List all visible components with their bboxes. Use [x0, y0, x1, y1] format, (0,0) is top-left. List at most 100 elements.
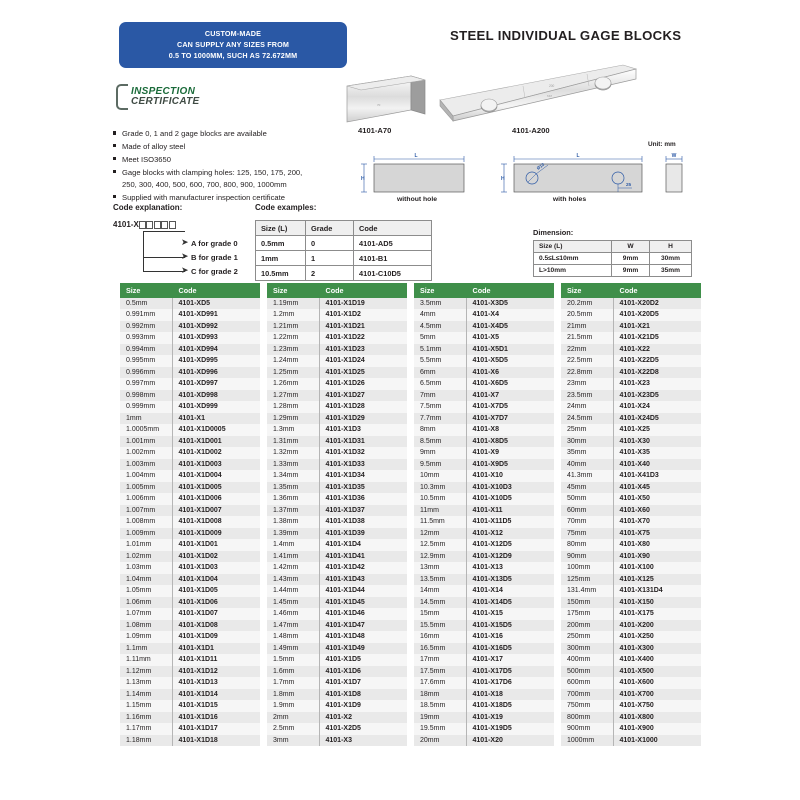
table-row: 12mm 4101-X12 [414, 527, 554, 540]
cell-size: 0.991mm [120, 309, 172, 321]
cell-size: 10.5mm [255, 265, 306, 281]
col-header-size: Size [267, 283, 319, 298]
table-row: 0.994mm 4101-XD994 [120, 343, 260, 356]
cell-size: 3mm [267, 734, 319, 747]
cell-size: 23.5mm [561, 389, 613, 402]
arrow-line [143, 257, 185, 258]
cell-code: 4101-X1D46 [318, 608, 407, 620]
table-row: 17mm 4101-X17 [414, 654, 554, 666]
cell-code: 4101-X75 [612, 527, 701, 540]
table-row: 8.5mm 4101-X8D5 [414, 435, 554, 448]
cell-size: 1.004mm [120, 470, 172, 482]
cell-code: 4101-X25 [612, 424, 701, 436]
cell-size: 17.5mm [414, 665, 466, 678]
cell-code: 4101-X1D009 [171, 527, 260, 540]
cell-code: 4101-X1D42 [318, 562, 407, 574]
table-row: 1.005mm 4101-X1D005 [120, 481, 260, 494]
cell-size: 1.08mm [120, 619, 172, 632]
cell-size: 500mm [561, 665, 613, 678]
cell-size: 900mm [561, 723, 613, 735]
cell-code: 4101-X1D38 [318, 516, 407, 528]
cell-size: 1.38mm [267, 516, 319, 528]
cell-code: 4101-X70 [612, 516, 701, 528]
cell-size: 700mm [561, 688, 613, 701]
table-row: 1.7mm 4101-X1D7 [267, 677, 407, 689]
table-row: 75mm 4101-X75 [561, 527, 701, 540]
cell-size: 1.17mm [120, 723, 172, 735]
cell-code: 4101-XD994 [171, 343, 260, 356]
table-row: 1.02mm 4101-X1D02 [120, 550, 260, 563]
cell-size: 1.21mm [267, 320, 319, 333]
code-legend-arrows: ➤ ➤ ➤ A for grade 0 B for grade 1 C for … [113, 231, 253, 277]
table-row: 22.8mm 4101-X22D8 [561, 366, 701, 379]
dimension-table: Size (L) W H 0.5≤L≤10mm 9mm 30mm L>10mm … [533, 240, 692, 277]
cell-code: 4101-X4D5 [465, 320, 554, 333]
cell-code: 4101-X1D4 [318, 539, 407, 551]
list-item: Grade 0, 1 and 2 gage blocks are availab… [113, 128, 363, 140]
cell-code: 4101-X22D5 [612, 355, 701, 367]
table-row: 10.5mm 4101-X10D5 [414, 493, 554, 505]
table-row: 1.29mm 4101-X1D29 [267, 412, 407, 425]
cell-code: 4101-XD997 [171, 378, 260, 390]
cell-grade: 0 [305, 235, 354, 251]
drawing-side-view-width: W [665, 153, 683, 193]
cell-code: 4101-X1D27 [318, 389, 407, 402]
cell-h: 35mm [649, 264, 692, 277]
col-header-size: Size (L) [533, 240, 612, 253]
table-row: 200mm 4101-X200 [561, 619, 701, 632]
table-row: 600mm 4101-X600 [561, 677, 701, 689]
cell-code: 4101-X13 [465, 562, 554, 574]
cell-size: 0.996mm [120, 366, 172, 379]
table-row: 1.9mm 4101-X1D9 [267, 700, 407, 712]
cell-code: 4101-X12D5 [465, 539, 554, 551]
table-row: 4mm 4101-X4 [414, 309, 554, 321]
svg-text:MM: MM [547, 94, 552, 98]
table-row: 0.5≤L≤10mm 9mm 30mm [533, 252, 692, 265]
cell-code: 4101-X1D37 [318, 504, 407, 517]
table-row: 12.9mm 4101-X12D9 [414, 550, 554, 563]
cell-size: 35mm [561, 447, 613, 459]
cell-size: 14.5mm [414, 596, 466, 609]
col-header-code: Code [465, 283, 554, 298]
cell-code: 4101-X1000 [612, 734, 701, 747]
table-row: 1.1mm 4101-X1D1 [120, 642, 260, 655]
cell-code: 4101-X1D28 [318, 401, 407, 413]
table-row: 1.47mm 4101-X1D47 [267, 619, 407, 632]
table-row: 0.5mm 4101-XD5 [120, 297, 260, 310]
cell-code: 4101-XD999 [171, 401, 260, 413]
cell-size: 1.14mm [120, 688, 172, 701]
cell-size: 1.002mm [120, 447, 172, 459]
cell-size: 12.9mm [414, 550, 466, 563]
arrow-head-icon: ➤ [181, 251, 189, 261]
cell-size: 1.02mm [120, 550, 172, 563]
table-row: 1.14mm 4101-X1D14 [120, 688, 260, 701]
cell-size: 23mm [561, 378, 613, 390]
cell-size: 0.999mm [120, 401, 172, 413]
cell-size: 19mm [414, 711, 466, 724]
cell-code: 4101-X1D19 [318, 297, 407, 310]
table-row: 1.2mm 4101-X1D2 [267, 309, 407, 321]
cell-code: 4101-X1D35 [318, 481, 407, 494]
cell-code: 4101-X1D24 [318, 355, 407, 367]
cell-size: 1.8mm [267, 688, 319, 701]
cell-code: 4101-X750 [612, 700, 701, 712]
table-row: 1.37mm 4101-X1D37 [267, 504, 407, 517]
table-row: 19.5mm 4101-X19D5 [414, 723, 554, 735]
cell-size: 1.44mm [267, 585, 319, 597]
svg-text:70: 70 [377, 103, 381, 107]
cell-size: 1.1mm [120, 642, 172, 655]
table-row: 23.5mm 4101-X23D5 [561, 389, 701, 402]
table-row: 14.5mm 4101-X14D5 [414, 596, 554, 609]
cell-size: 125mm [561, 573, 613, 586]
cell-code: 4101-X1D2 [318, 309, 407, 321]
cell-size: 20mm [414, 734, 466, 747]
cell-size: 0.5mm [120, 297, 172, 310]
svg-text:25: 25 [626, 182, 632, 187]
cell-size: 1.11mm [120, 654, 172, 666]
feature-list: Grade 0, 1 and 2 gage blocks are availab… [113, 128, 363, 204]
cell-size: 1.45mm [267, 596, 319, 609]
cell-size: 8mm [414, 424, 466, 436]
cell-code: 4101-X700 [612, 688, 701, 701]
cell-size: 800mm [561, 711, 613, 724]
table-row: 30mm 4101-X30 [561, 435, 701, 448]
